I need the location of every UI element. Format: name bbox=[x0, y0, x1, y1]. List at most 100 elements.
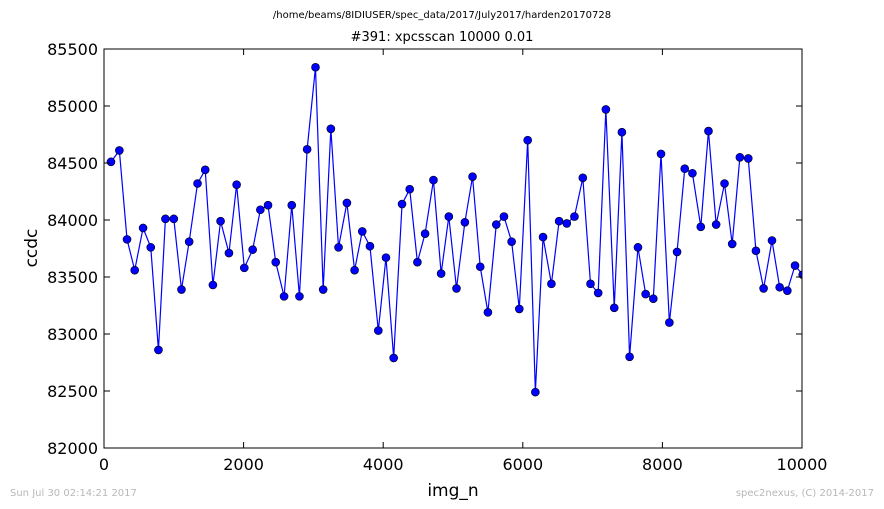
y-tick-label: 84500 bbox=[47, 154, 98, 173]
file-path-title: /home/beams/8IDIUSER/spec_data/2017/July… bbox=[272, 10, 612, 21]
data-point bbox=[743, 154, 753, 163]
copyright-footer: spec2nexus, (C) 2014-2017 bbox=[735, 488, 874, 499]
data-point bbox=[436, 269, 446, 278]
data-point bbox=[633, 243, 643, 252]
data-point bbox=[302, 145, 312, 154]
data-point bbox=[239, 263, 249, 273]
data-point bbox=[295, 292, 304, 301]
data-point bbox=[775, 282, 784, 292]
axis-ticks: 0 2000 4000 6000 8000 10000 82000 82500 83000 835… bbox=[47, 40, 827, 474]
data-point bbox=[106, 157, 116, 167]
data-point bbox=[381, 253, 391, 262]
data-point bbox=[138, 223, 148, 233]
data-point bbox=[169, 214, 179, 224]
data-point bbox=[767, 236, 777, 245]
data-point bbox=[420, 229, 430, 238]
x-tick-label: 10000 bbox=[777, 455, 828, 474]
y-tick-label: 85500 bbox=[47, 40, 98, 59]
y-tick-label: 82000 bbox=[47, 439, 98, 458]
data-point bbox=[515, 304, 524, 314]
data-point bbox=[554, 216, 564, 226]
data-point bbox=[184, 237, 194, 246]
x-axis-label: img_n bbox=[427, 481, 478, 501]
data-point bbox=[720, 179, 729, 188]
data-point bbox=[475, 262, 485, 272]
y-tick-label: 83500 bbox=[47, 268, 98, 287]
data-point bbox=[507, 237, 516, 246]
data-point bbox=[665, 318, 674, 327]
x-tick-label: 0 bbox=[99, 455, 109, 474]
data-point bbox=[483, 308, 493, 317]
data-point bbox=[617, 127, 627, 137]
data-point bbox=[350, 265, 359, 275]
data-point bbox=[798, 270, 802, 279]
data-point bbox=[727, 239, 737, 249]
chart-title: #391: xpcsscan 10000 0.01 bbox=[350, 30, 534, 45]
y-tick-label: 84000 bbox=[47, 211, 98, 230]
data-point bbox=[357, 227, 367, 236]
data-point bbox=[389, 353, 398, 363]
data-point bbox=[538, 232, 548, 242]
x-tick-label: 6000 bbox=[502, 455, 543, 474]
data-point bbox=[154, 345, 163, 355]
y-tick-label: 82500 bbox=[47, 382, 98, 401]
data-point bbox=[208, 280, 218, 290]
data-point bbox=[256, 205, 265, 215]
data-point bbox=[444, 212, 454, 221]
x-tick-label: 8000 bbox=[642, 455, 683, 474]
data-point bbox=[200, 165, 210, 175]
data-point bbox=[216, 216, 225, 226]
data-point bbox=[641, 289, 650, 299]
data-point bbox=[570, 212, 579, 221]
data-point bbox=[429, 175, 438, 185]
data-point bbox=[711, 220, 721, 229]
data-point bbox=[271, 257, 281, 267]
data-point bbox=[326, 124, 336, 134]
data-point bbox=[115, 146, 124, 155]
data-point bbox=[523, 135, 532, 145]
data-point bbox=[491, 220, 501, 229]
data-point bbox=[460, 217, 470, 227]
data-point bbox=[365, 241, 375, 251]
data-point bbox=[468, 172, 477, 181]
x-tick-label: 4000 bbox=[363, 455, 404, 474]
data-point bbox=[790, 261, 800, 270]
data-point bbox=[656, 149, 666, 159]
data-point bbox=[452, 284, 461, 293]
plot-frame bbox=[103, 48, 803, 449]
data-point bbox=[578, 173, 588, 183]
x-tick-label: 2000 bbox=[223, 455, 264, 474]
data-point bbox=[232, 180, 241, 189]
data-point bbox=[161, 214, 170, 224]
data-point bbox=[499, 212, 509, 221]
timestamp-footer: Sun Jul 30 02:14:21 2017 bbox=[10, 488, 137, 499]
data-point bbox=[374, 326, 383, 335]
data-point bbox=[759, 284, 768, 293]
data-point bbox=[122, 235, 132, 244]
data-point bbox=[263, 200, 273, 210]
series-group bbox=[106, 62, 802, 397]
data-point bbox=[649, 294, 658, 303]
data-point bbox=[672, 247, 682, 257]
data-point bbox=[688, 168, 697, 178]
data-point bbox=[130, 265, 140, 275]
data-point bbox=[397, 199, 407, 209]
data-point bbox=[193, 179, 202, 188]
data-point bbox=[696, 222, 706, 232]
data-point bbox=[334, 243, 343, 252]
data-layer bbox=[106, 62, 802, 397]
data-point bbox=[248, 245, 257, 254]
data-point bbox=[311, 62, 320, 72]
data-point bbox=[783, 286, 792, 295]
data-point bbox=[531, 387, 540, 397]
data-point bbox=[287, 200, 297, 210]
data-point bbox=[562, 219, 572, 228]
data-point bbox=[609, 303, 619, 313]
data-point bbox=[146, 243, 156, 252]
data-point bbox=[413, 257, 422, 267]
data-point bbox=[601, 105, 611, 114]
data-point bbox=[224, 248, 234, 258]
y-axis-label: ccdc bbox=[22, 229, 42, 268]
data-point bbox=[177, 285, 186, 294]
